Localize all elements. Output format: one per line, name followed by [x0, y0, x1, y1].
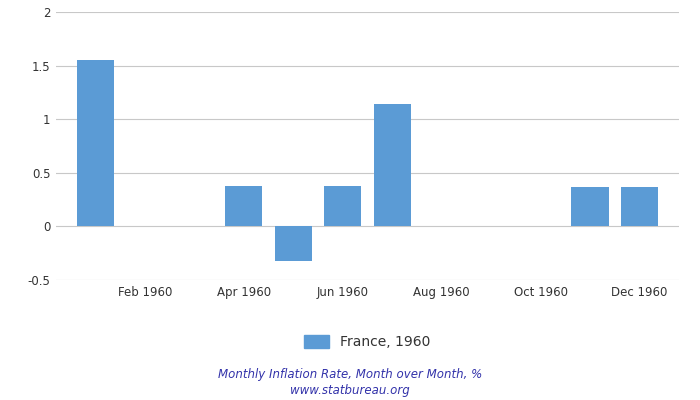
Text: Monthly Inflation Rate, Month over Month, %: Monthly Inflation Rate, Month over Month…	[218, 368, 482, 381]
Bar	[621, 187, 658, 226]
Bar	[77, 60, 114, 226]
Bar	[275, 226, 312, 261]
Bar	[374, 104, 411, 226]
Text: www.statbureau.org: www.statbureau.org	[290, 384, 410, 397]
Bar	[324, 186, 361, 226]
Bar	[225, 186, 262, 226]
Bar	[571, 187, 608, 226]
Legend: France, 1960: France, 1960	[304, 335, 430, 349]
